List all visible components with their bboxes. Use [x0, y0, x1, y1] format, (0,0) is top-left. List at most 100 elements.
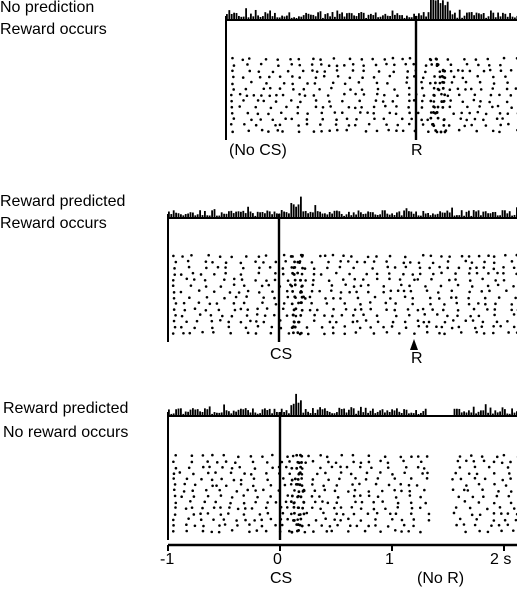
spike-dot	[463, 124, 467, 128]
histogram-bar	[302, 211, 305, 218]
spike-dot	[408, 111, 411, 115]
spike-dot	[232, 302, 236, 305]
spike-dot-burst	[290, 302, 294, 306]
histogram-bar	[365, 17, 367, 20]
histogram-bar	[376, 411, 379, 416]
spike-dot	[375, 511, 379, 515]
spike-dot	[351, 453, 355, 457]
spike-dot	[413, 332, 416, 335]
spike-dot	[402, 289, 406, 293]
histogram-bar	[283, 412, 285, 416]
spike-dot	[352, 314, 355, 317]
spike-dot	[331, 81, 335, 85]
spike-dot	[198, 313, 202, 316]
spike-dot	[254, 123, 258, 127]
spike-dot	[325, 302, 329, 305]
spike-dot	[465, 62, 469, 66]
histogram-bar	[386, 410, 389, 416]
histogram-bar	[333, 210, 336, 218]
spike-dot	[482, 495, 485, 499]
spike-dot	[353, 106, 357, 110]
spike-dot	[218, 255, 222, 259]
reward-arrow-icon	[410, 339, 418, 350]
histogram-bar	[333, 413, 336, 416]
spike-dot	[244, 326, 248, 330]
spike-dot	[512, 325, 516, 329]
spike-dot	[187, 466, 191, 470]
spike-dot	[420, 118, 423, 122]
spike-dot	[261, 455, 264, 458]
histogram-bar	[238, 15, 240, 20]
spike-dot	[366, 111, 369, 114]
spike-dot	[223, 523, 227, 526]
spike-dot	[482, 266, 486, 269]
spike-dot	[358, 482, 361, 486]
histogram-bar	[384, 412, 386, 416]
spike-dot	[455, 523, 458, 527]
spike-dot	[394, 314, 398, 318]
spike-dot	[290, 117, 294, 121]
spike-dot	[323, 488, 327, 492]
spike-dot	[395, 105, 398, 108]
spike-dot	[506, 319, 509, 323]
spike-dot	[500, 461, 504, 465]
spike-dot	[278, 75, 282, 78]
spike-dot	[324, 471, 327, 475]
spike-dot	[279, 505, 283, 509]
histogram-bar	[429, 215, 432, 218]
spike-dot	[386, 461, 390, 465]
histogram-bar	[432, 213, 434, 218]
spike-dot	[280, 523, 284, 527]
spike-dot	[305, 326, 309, 329]
spike-dot	[187, 265, 191, 269]
spike-dot	[328, 524, 332, 528]
spike-dot	[315, 308, 319, 312]
spike-dot	[274, 123, 277, 127]
histogram-bar	[184, 411, 187, 416]
spike-dot	[233, 308, 237, 312]
spike-dot	[245, 314, 249, 317]
spike-dot	[413, 129, 417, 133]
spike-dot	[471, 495, 475, 499]
histogram-bar	[482, 410, 485, 416]
spike-dot	[269, 495, 272, 498]
spike-dot	[492, 75, 495, 79]
spike-dot	[243, 472, 246, 475]
spike-dot	[185, 523, 188, 527]
spike-dot	[427, 130, 430, 133]
spike-dot	[321, 105, 325, 109]
spike-dot	[294, 314, 298, 318]
spike-dot-burst	[296, 460, 300, 464]
spike-dot	[206, 460, 209, 463]
spike-dot	[466, 489, 470, 492]
histogram-bar	[393, 215, 396, 218]
spike-dot	[379, 530, 382, 533]
spike-dot	[408, 56, 412, 60]
spike-dot	[409, 501, 413, 505]
spike-dot	[480, 455, 484, 458]
histogram-bar	[288, 213, 290, 218]
spike-dot	[221, 466, 224, 469]
spike-dot	[260, 128, 264, 132]
spike-dot-burst	[298, 483, 302, 487]
spike-dot	[253, 519, 256, 522]
spike-dot	[191, 271, 195, 275]
spike-dot	[174, 453, 178, 457]
spike-dot	[424, 64, 428, 67]
spike-dot	[206, 512, 210, 515]
spike-dot	[422, 467, 426, 470]
histogram-bar	[182, 413, 185, 416]
histogram-bar	[424, 408, 427, 416]
spike-dot	[386, 525, 390, 528]
spike-dot	[245, 295, 248, 298]
spike-dot	[386, 82, 389, 85]
spike-dot	[277, 472, 281, 475]
spike-dot	[467, 302, 471, 306]
histogram-bar	[292, 403, 295, 416]
spike-dot	[473, 523, 477, 527]
spike-dot	[407, 93, 411, 96]
histogram-bar	[418, 13, 420, 20]
histogram-bar	[388, 411, 391, 416]
spike-dot	[354, 92, 357, 96]
spike-dot	[331, 326, 335, 329]
